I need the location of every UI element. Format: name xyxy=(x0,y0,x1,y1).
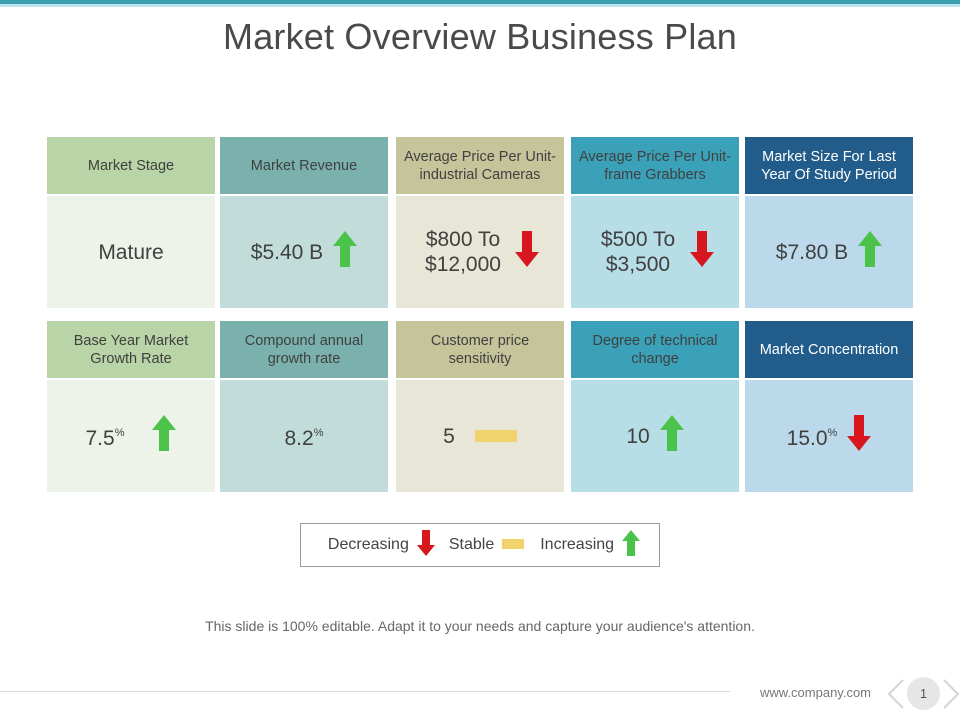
metric-card: Average Price Per Unit-industrial Camera… xyxy=(396,137,564,308)
metric-card: Compound annual growth rate 8.2% xyxy=(220,321,388,492)
metric-unit: % xyxy=(114,427,125,439)
chevron-left-icon[interactable] xyxy=(885,678,905,715)
metric-value: Mature xyxy=(98,240,163,265)
decreasing-arrow-icon xyxy=(416,529,435,561)
metric-value: 10 xyxy=(626,424,649,449)
metric-header: Compound annual growth rate xyxy=(220,321,388,378)
metric-value: 8.2% xyxy=(285,421,324,451)
metric-value-text: $7.80 B xyxy=(775,240,849,264)
metric-value-box: $500 To $3,500 xyxy=(571,196,739,308)
metric-value-box: 7.5% xyxy=(47,380,215,492)
metric-value: 15.0% xyxy=(787,421,838,451)
metric-card: Market Size For Last Year Of Study Perio… xyxy=(745,137,913,308)
metric-value-text: $800 To $12,000 xyxy=(425,228,501,276)
page-number: 1 xyxy=(907,677,940,710)
top-accent-bar-light xyxy=(0,4,960,7)
stable-bar-icon xyxy=(474,424,517,448)
metric-card: Average Price Per Unit-frame Grabbers $50… xyxy=(571,137,739,308)
metric-value-text: $500 To $3,500 xyxy=(600,228,676,276)
metric-header: Customer price sensitivity xyxy=(396,321,564,378)
metric-card: Customer price sensitivity 5 xyxy=(396,321,564,492)
metric-value-box: 15.0% xyxy=(745,380,913,492)
metric-value: $800 To $12,000 xyxy=(421,227,505,277)
legend-increasing-label: Increasing xyxy=(540,536,615,553)
metric-unit: % xyxy=(313,427,324,439)
metric-header: Average Price Per Unit-frame Grabbers xyxy=(571,137,739,194)
metric-value-text: 10 xyxy=(626,424,650,448)
metric-value-text: Mature xyxy=(98,240,164,264)
metric-value-text: 7.5 xyxy=(85,427,115,450)
metric-card: Market Stage Mature xyxy=(47,137,215,308)
metric-card: Market Concentration 15.0% xyxy=(745,321,913,492)
metric-header: Market Concentration xyxy=(745,321,913,378)
increasing-arrow-icon xyxy=(659,415,684,457)
metric-value: $5.40 B xyxy=(251,240,323,265)
metric-value: $7.80 B xyxy=(776,240,848,265)
metric-value-box: 10 xyxy=(571,380,739,492)
increasing-arrow-icon xyxy=(152,415,177,457)
increasing-arrow-icon xyxy=(333,231,358,273)
metric-header: Market Size For Last Year Of Study Perio… xyxy=(745,137,913,194)
legend-decreasing-label: Decreasing xyxy=(327,536,409,553)
metric-value-box: 5 xyxy=(396,380,564,492)
metric-header: Average Price Per Unit-industrial Camera… xyxy=(396,137,564,194)
metric-value-box: $7.80 B xyxy=(745,196,913,308)
metric-value-text: 5 xyxy=(443,424,455,448)
trend-legend: Decreasing Stable Increasing xyxy=(300,523,660,567)
metric-value-text: 15.0 xyxy=(786,427,828,450)
chevron-right-icon[interactable] xyxy=(942,678,960,715)
metric-value: $500 To $3,500 xyxy=(596,227,680,277)
footer-url: www.company.com xyxy=(760,685,872,700)
slide-title: Market Overview Business Plan xyxy=(223,16,737,57)
metric-card: Base Year Market Growth Rate 7.5% xyxy=(47,321,215,492)
metric-unit: % xyxy=(827,427,838,439)
increasing-arrow-icon xyxy=(622,529,641,561)
metric-header: Market Stage xyxy=(47,137,215,194)
metric-card: Degree of technical change 10 xyxy=(571,321,739,492)
top-accent-bar xyxy=(0,0,960,4)
metric-header: Base Year Market Growth Rate xyxy=(47,321,215,378)
decreasing-arrow-icon xyxy=(690,231,714,273)
metric-card: Market Revenue $5.40 B xyxy=(220,137,388,308)
metric-value-box: Mature xyxy=(47,196,215,308)
footer-divider xyxy=(0,691,730,692)
metric-header: Degree of technical change xyxy=(571,321,739,378)
metric-header: Market Revenue xyxy=(220,137,388,194)
metric-value-text: $5.40 B xyxy=(250,240,324,264)
metric-value-box: $5.40 B xyxy=(220,196,388,308)
metric-value-box: $800 To $12,000 xyxy=(396,196,564,308)
decreasing-arrow-icon xyxy=(515,231,539,273)
metric-value: 7.5% xyxy=(86,421,125,451)
footer-note: This slide is 100% editable. Adapt it to… xyxy=(205,618,755,634)
stable-bar-icon xyxy=(502,536,525,554)
decreasing-arrow-icon xyxy=(847,415,872,457)
metric-value-text: 8.2 xyxy=(284,427,314,450)
metric-value: 5 xyxy=(443,424,455,449)
legend-stable-label: Stable xyxy=(448,536,495,553)
metric-value-box: 8.2% xyxy=(220,380,388,492)
increasing-arrow-icon xyxy=(858,231,883,273)
